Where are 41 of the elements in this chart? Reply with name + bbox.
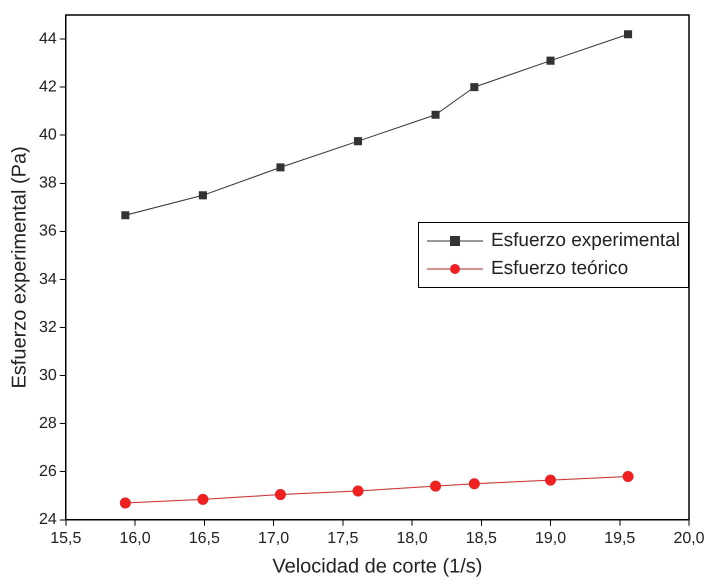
y-tick-label: 26 <box>39 463 57 480</box>
y-tick-label: 28 <box>39 415 57 432</box>
point <box>197 494 208 505</box>
x-tick-label: 19,5 <box>604 530 636 547</box>
point <box>468 478 480 490</box>
x-tick-label: 17,0 <box>258 530 290 547</box>
point <box>198 191 207 200</box>
y-axis-title: Esfuerzo experimental (Pa) <box>8 146 31 389</box>
x-axis-title: Velocidad de corte (1/s) <box>272 556 482 578</box>
x-tick-label: 16,0 <box>119 530 151 547</box>
legend-label: Esfuerzo teórico <box>490 257 628 282</box>
point <box>430 480 442 492</box>
x-tick-label: 15,5 <box>50 530 82 547</box>
legend-label: Esfuerzo experimental <box>490 229 680 254</box>
point <box>470 83 478 92</box>
point <box>120 497 131 508</box>
y-tick-label: 40 <box>39 126 57 144</box>
x-tick-label: 18,5 <box>466 530 497 547</box>
y-tick-label: 30 <box>39 366 57 384</box>
point <box>276 163 284 172</box>
x-tick-label: 18,0 <box>396 530 428 547</box>
x-tick-label: 19,0 <box>534 530 566 547</box>
point <box>546 56 555 65</box>
y-tick-label: 38 <box>39 174 57 192</box>
y-tick-label: 36 <box>39 222 57 240</box>
point <box>121 211 130 220</box>
y-tick-label: 32 <box>39 318 57 336</box>
y-tick-label: 42 <box>39 78 57 96</box>
x-tick-label: 16,5 <box>188 530 220 547</box>
y-tick-label: 34 <box>39 270 57 288</box>
point <box>354 137 362 146</box>
point <box>545 474 556 486</box>
x-tick-label: 17,5 <box>327 530 358 547</box>
y-tick-label: 24 <box>39 511 57 528</box>
point <box>432 110 440 119</box>
point <box>352 485 364 496</box>
point <box>274 489 286 500</box>
y-tick-label: 44 <box>39 30 57 48</box>
x-tick-label: 20,0 <box>673 530 705 547</box>
point <box>622 471 634 482</box>
point <box>624 30 632 38</box>
